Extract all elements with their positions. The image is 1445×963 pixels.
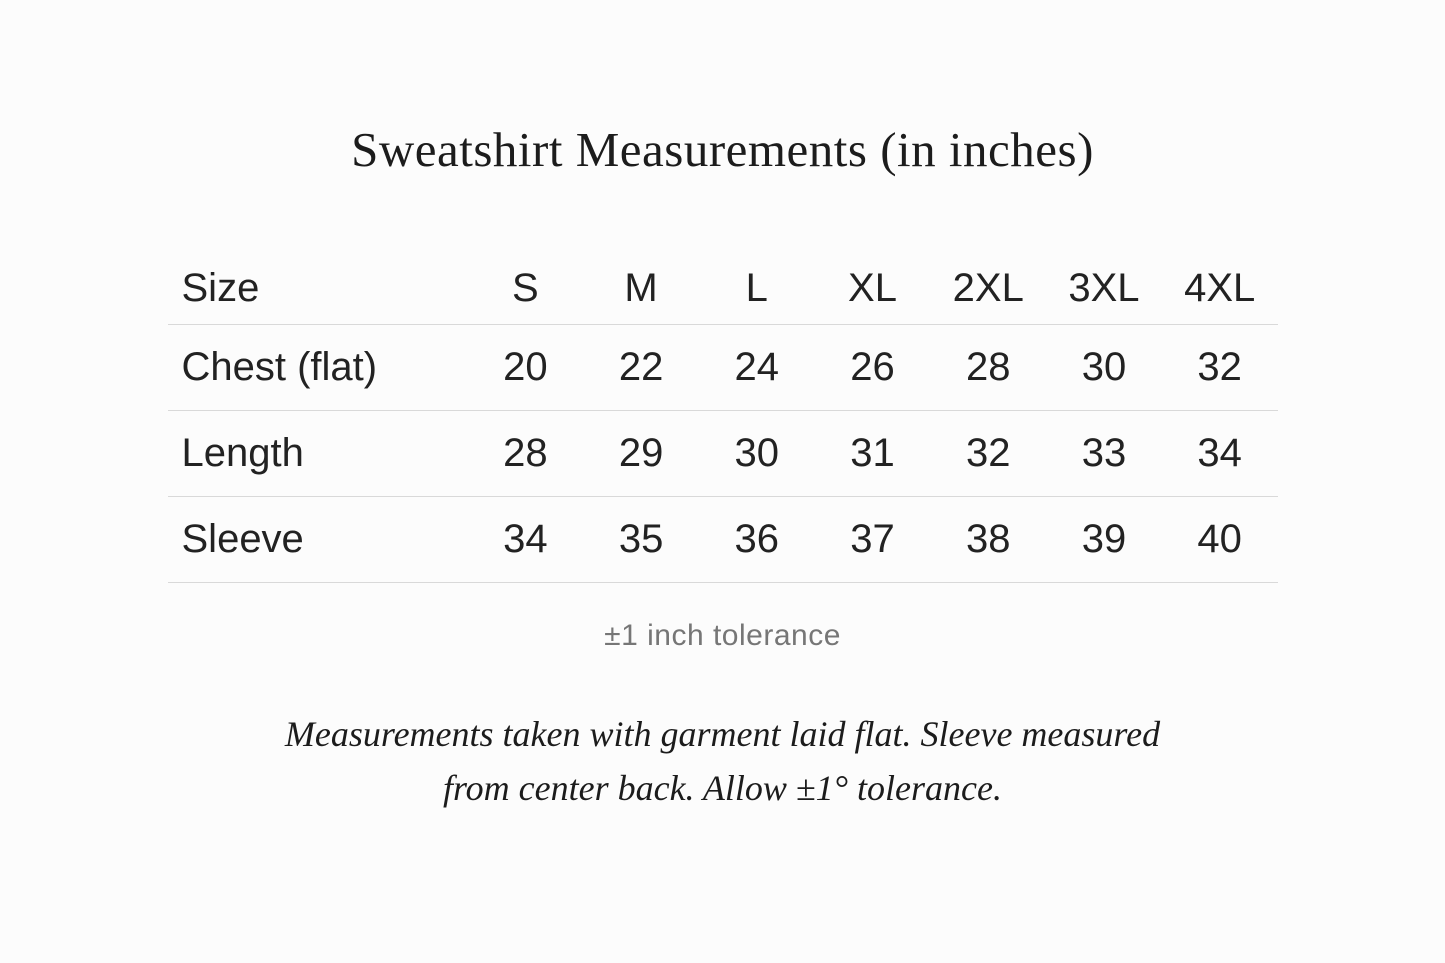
column-header-4xl: 4XL (1184, 266, 1256, 311)
column-header-2xl: 2XL (952, 266, 1024, 311)
length-value-m: 29 (618, 431, 664, 476)
length-value-s: 28 (503, 431, 548, 476)
column-header-3xl: 3XL (1068, 266, 1140, 311)
sleeve-value-m: 35 (618, 517, 664, 562)
column-header-m: M (624, 266, 658, 311)
tolerance-note: ±1 inch tolerance (604, 619, 841, 653)
length-value-xl: 31 (850, 431, 895, 476)
chest-value-l: 24 (734, 345, 780, 390)
sleeve-value-4xl: 40 (1197, 517, 1242, 562)
sleeve-value-xl: 37 (850, 517, 895, 562)
chest-value-2xl: 28 (965, 345, 1011, 390)
length-value-4xl: 34 (1197, 431, 1242, 476)
measurement-footnote: Measurements taken with garment laid fla… (0, 707, 1445, 815)
chest-value-s: 20 (503, 345, 548, 390)
chest-value-xl: 26 (850, 345, 895, 390)
page-title: Sweatshirt Measurements (in inches) (351, 122, 1094, 177)
row-label-sleeve: Sleeve (181, 517, 304, 562)
row-label-length: Length (181, 431, 304, 476)
sleeve-value-2xl: 38 (965, 517, 1011, 562)
footnote-line-1: Measurements taken with garment laid fla… (284, 714, 1161, 755)
table-row-length: Length 28 29 30 31 32 33 34 (167, 411, 1278, 498)
table-row-chest: Chest (flat) 20 22 24 26 28 30 32 (167, 325, 1278, 412)
sleeve-value-s: 34 (503, 517, 548, 562)
sleeve-value-3xl: 39 (1081, 517, 1127, 562)
column-header-size: Size (181, 266, 260, 311)
chest-value-4xl: 32 (1197, 345, 1242, 390)
column-header-s: S (512, 266, 539, 311)
sleeve-value-l: 36 (734, 517, 780, 562)
chest-value-3xl: 30 (1081, 345, 1127, 390)
column-header-xl: XL (848, 266, 897, 311)
table-row-sleeve: Sleeve 34 35 36 37 38 39 40 (167, 497, 1278, 584)
size-chart-table: Size S M L XL 2XL 3XL 4XL Chest (flat) 2… (167, 253, 1278, 584)
footnote-line-2: from center back. Allow ±1° tolerance. (442, 768, 1003, 809)
column-header-l: L (745, 266, 768, 311)
table-header-row: Size S M L XL 2XL 3XL 4XL (167, 253, 1278, 326)
length-value-2xl: 32 (965, 431, 1011, 476)
length-value-3xl: 33 (1081, 431, 1127, 476)
length-value-l: 30 (734, 431, 780, 476)
row-label-chest: Chest (flat) (181, 345, 378, 390)
chest-value-m: 22 (618, 345, 664, 390)
